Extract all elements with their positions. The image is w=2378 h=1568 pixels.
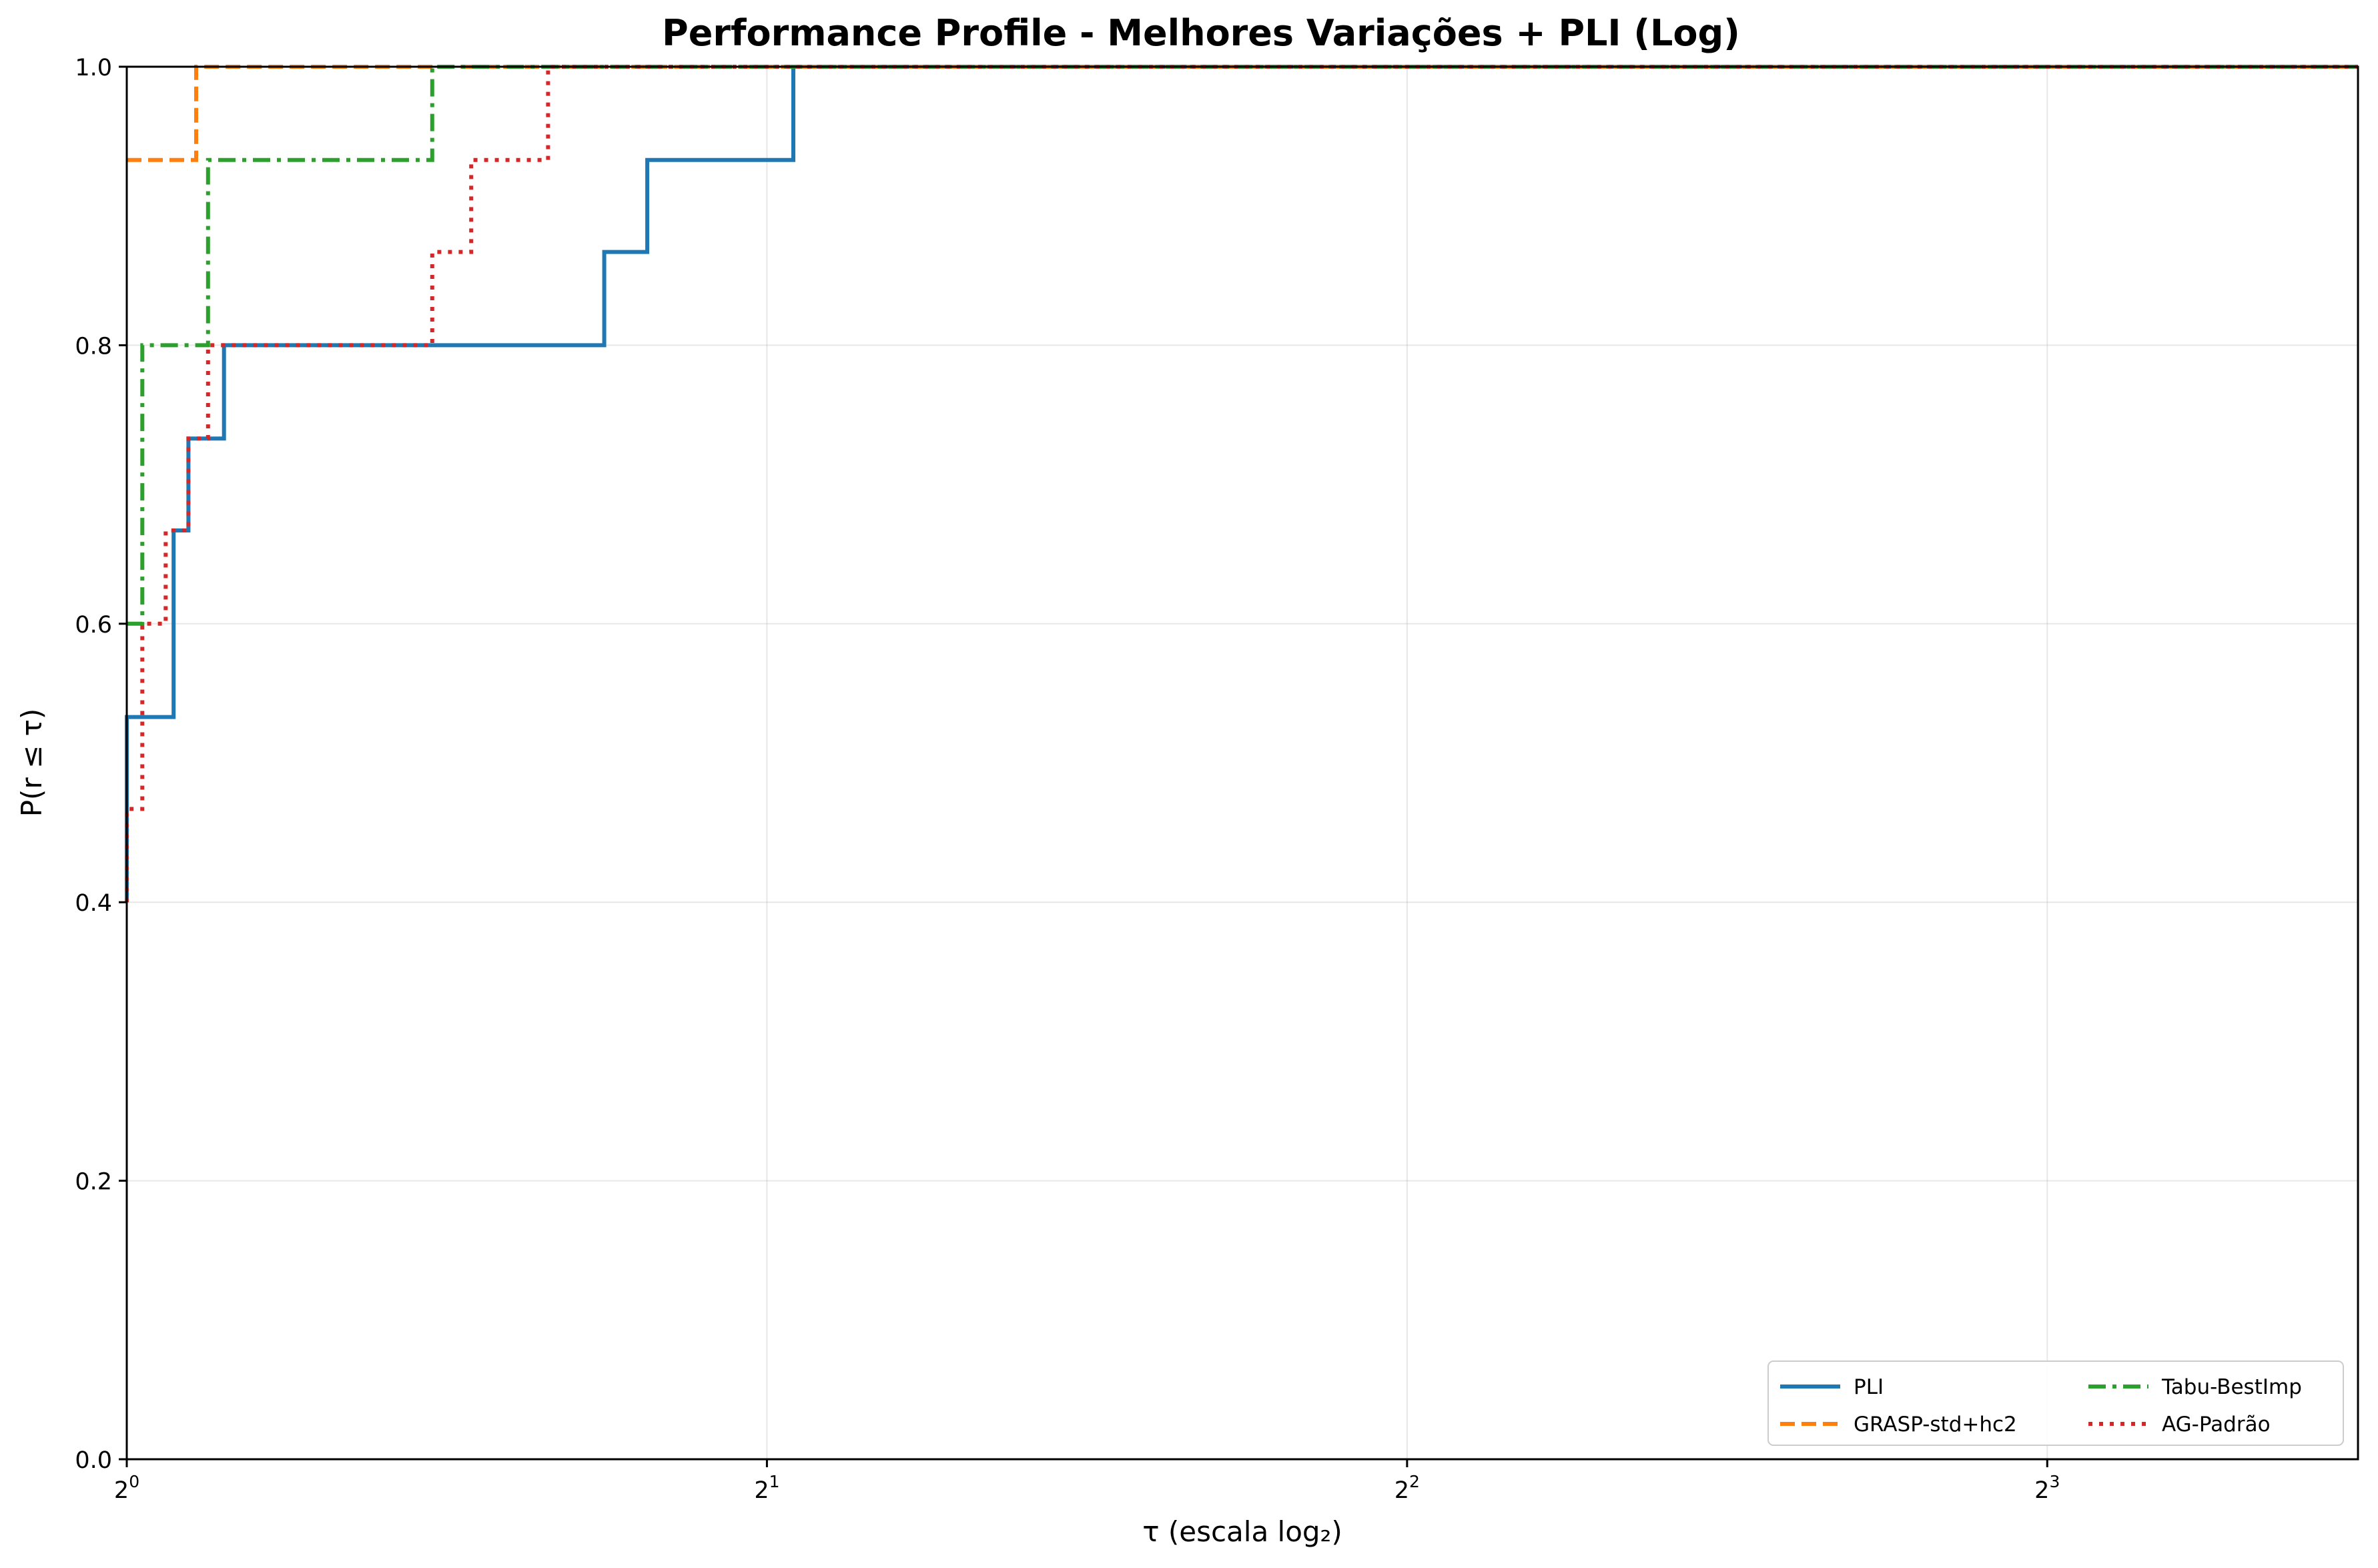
x-tick-label: 20 bbox=[114, 1472, 139, 1504]
x-axis-label: τ (escala log₂) bbox=[1142, 1515, 1342, 1548]
series-line-4 bbox=[125, 65, 2358, 903]
series-line-3 bbox=[127, 65, 2358, 626]
y-axis-label: P(r ≤ τ) bbox=[15, 709, 48, 817]
legend-label: AG-Padrão bbox=[2162, 1413, 2271, 1437]
x-tick-label: 23 bbox=[2034, 1472, 2060, 1504]
legend-label: PLI bbox=[1854, 1375, 1884, 1399]
y-tick-label: 0.6 bbox=[75, 612, 112, 639]
legend-label: Tabu-BestImp bbox=[2161, 1375, 2302, 1399]
y-tick-label: 0.4 bbox=[75, 890, 112, 917]
legend-box bbox=[1767, 1360, 2344, 1446]
legend: PLI GRASP-std+hc2 Tabu-BestImp AG-Padrão bbox=[1767, 1360, 2344, 1446]
legend-label: GRASP-std+hc2 bbox=[1854, 1413, 2017, 1437]
y-axis-ticks: 0.0 0.2 0.4 0.6 0.8 1.0 bbox=[75, 55, 127, 1474]
y-tick-label: 0.8 bbox=[75, 333, 112, 360]
y-tick-label: 0.0 bbox=[75, 1447, 112, 1474]
chart-title: Performance Profile - Melhores Variações… bbox=[662, 12, 1740, 54]
plot-area-frame bbox=[125, 65, 2359, 1461]
y-tick-label: 0.2 bbox=[75, 1169, 112, 1196]
x-tick-label: 22 bbox=[1395, 1472, 1420, 1504]
y-tick-label: 1.0 bbox=[75, 55, 112, 81]
x-tick-label: 21 bbox=[754, 1472, 779, 1504]
x-axis-ticks: 20 21 22 23 bbox=[114, 1459, 2060, 1504]
